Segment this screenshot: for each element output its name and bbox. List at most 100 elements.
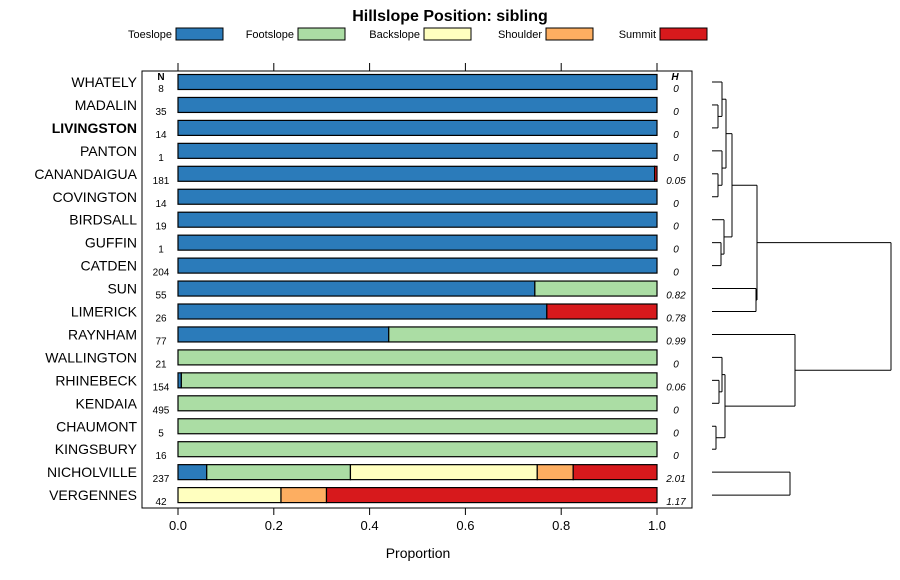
top-axis-ticks — [177, 63, 658, 71]
bar-segment-toeslope — [177, 280, 536, 297]
h-value: 2.01 — [665, 474, 685, 485]
bar-rows: WHATELY 8 0 MADALIN 35 0 LIVINGSTON 14 0 PANTON 1 0… — [34, 73, 686, 508]
row-guffin: GUFFIN 1 0 — [85, 234, 679, 256]
bar-segment-toeslope — [177, 188, 658, 205]
legend-label-footslope: Footslope — [246, 29, 294, 41]
row-canandaigua: CANANDAIGUA 181 0.05 — [34, 165, 686, 187]
bar-segment-toeslope — [177, 257, 658, 274]
row-birdsall: BIRDSALL 19 0 — [69, 211, 679, 233]
n-value: 77 — [155, 336, 167, 347]
row-madalin: MADALIN 35 0 — [75, 96, 679, 118]
bar-segment-shoulder — [280, 487, 328, 504]
row-label: CATDEN — [80, 258, 137, 274]
h-column-header: H — [671, 72, 679, 83]
h-value: 0 — [673, 268, 679, 279]
row-chaumont: CHAUMONT 5 0 — [56, 418, 679, 439]
row-panton: PANTON 1 0 — [80, 142, 679, 164]
n-value: 14 — [155, 199, 167, 210]
h-value: 0.82 — [666, 291, 686, 302]
x-tick-label: 0.8 — [552, 518, 570, 533]
bar-segment-toeslope — [177, 234, 658, 251]
legend: Toeslope Footslope Backslope Shoulder Summit — [128, 27, 708, 41]
h-value: 0 — [673, 222, 679, 233]
bar-segment-toeslope — [177, 464, 208, 481]
row-label: LIVINGSTON — [52, 120, 137, 136]
bar-segment-toeslope — [177, 165, 656, 182]
dendrogram — [712, 81, 892, 496]
n-value: 42 — [155, 497, 167, 508]
legend-swatch-shoulder — [545, 27, 594, 41]
row-label: CHAUMONT — [56, 418, 137, 434]
n-value: 16 — [155, 451, 167, 462]
bar-segment-summit — [572, 464, 658, 481]
bar-segment-summit — [654, 165, 658, 182]
h-value: 0.99 — [666, 336, 686, 347]
row-label: KENDAIA — [76, 395, 138, 411]
bar-segment-footslope — [388, 326, 658, 343]
n-value: 204 — [153, 268, 170, 279]
row-label: MADALIN — [75, 97, 137, 113]
n-value: 1 — [158, 153, 164, 164]
bar-segment-footslope — [206, 464, 352, 481]
bar-segment-toeslope — [177, 303, 548, 320]
row-rhinebeck: RHINEBECK 154 0.06 — [55, 372, 686, 393]
bar-segment-toeslope — [177, 96, 658, 114]
bar-segment-toeslope — [177, 119, 658, 137]
row-limerick: LIMERICK 26 0.78 — [71, 303, 686, 325]
n-value: 495 — [153, 405, 170, 416]
x-axis: 0.0 0.2 0.4 0.6 0.8 1.0 — [169, 508, 666, 533]
row-covington: COVINGTON 14 0 — [52, 188, 679, 210]
row-label: WALLINGTON — [45, 349, 137, 365]
bar-segment-toeslope — [177, 73, 658, 91]
h-value: 0 — [673, 84, 679, 95]
chart-title: Hillslope Position: sibling — [352, 8, 548, 25]
row-label: BIRDSALL — [69, 212, 137, 228]
n-value: 181 — [153, 176, 170, 187]
h-value: 0 — [673, 153, 679, 164]
bar-segment-footslope — [177, 441, 658, 458]
row-catden: CATDEN 204 0 — [80, 257, 679, 279]
x-axis-label: Proportion — [386, 545, 451, 561]
row-label: LIMERICK — [71, 304, 138, 320]
row-label: COVINGTON — [52, 189, 137, 205]
row-nicholville: NICHOLVILLE 237 2.01 — [47, 464, 686, 485]
h-value: 0 — [673, 245, 679, 256]
h-value: 0 — [673, 405, 679, 416]
bar-segment-footslope — [180, 372, 658, 389]
row-kendaia: KENDAIA 495 0 — [76, 395, 679, 416]
row-sun: SUN 55 0.82 — [107, 280, 686, 302]
h-value: 0.78 — [666, 314, 686, 325]
row-raynham: RAYNHAM 77 0.99 — [68, 326, 686, 347]
h-value: 0 — [673, 199, 679, 210]
n-value: 8 — [158, 84, 164, 95]
plot-frame — [141, 70, 693, 509]
bar-segment-footslope — [177, 418, 658, 435]
bar-segment-summit — [325, 487, 658, 504]
row-label: SUN — [107, 281, 137, 297]
bar-segment-footslope — [177, 395, 658, 412]
row-wallington: WALLINGTON 21 0 — [45, 349, 679, 370]
x-tick-label: 0.0 — [169, 518, 187, 533]
bar-segment-toeslope — [177, 326, 390, 343]
row-label: CANANDAIGUA — [34, 166, 137, 182]
n-value: 35 — [155, 107, 167, 118]
legend-label-toeslope: Toeslope — [128, 29, 172, 41]
h-value: 0 — [673, 359, 679, 370]
bar-segment-backslope — [349, 464, 538, 481]
bar-segment-footslope — [177, 349, 658, 366]
legend-swatch-toeslope — [175, 27, 224, 41]
row-label: NICHOLVILLE — [47, 464, 137, 480]
x-tick-label: 1.0 — [648, 518, 666, 533]
x-tick-label: 0.4 — [361, 518, 379, 533]
h-value: 0 — [673, 107, 679, 118]
legend-label-backslope: Backslope — [369, 29, 420, 41]
row-label: GUFFIN — [85, 235, 137, 251]
x-tick-label: 0.2 — [265, 518, 283, 533]
bar-segment-toeslope — [177, 142, 658, 159]
bar-segment-toeslope — [177, 211, 658, 228]
h-value: 0 — [673, 130, 679, 141]
row-livingston: LIVINGSTON 14 0 — [52, 119, 679, 141]
n-value: 55 — [155, 291, 167, 302]
n-value: 26 — [155, 314, 167, 325]
